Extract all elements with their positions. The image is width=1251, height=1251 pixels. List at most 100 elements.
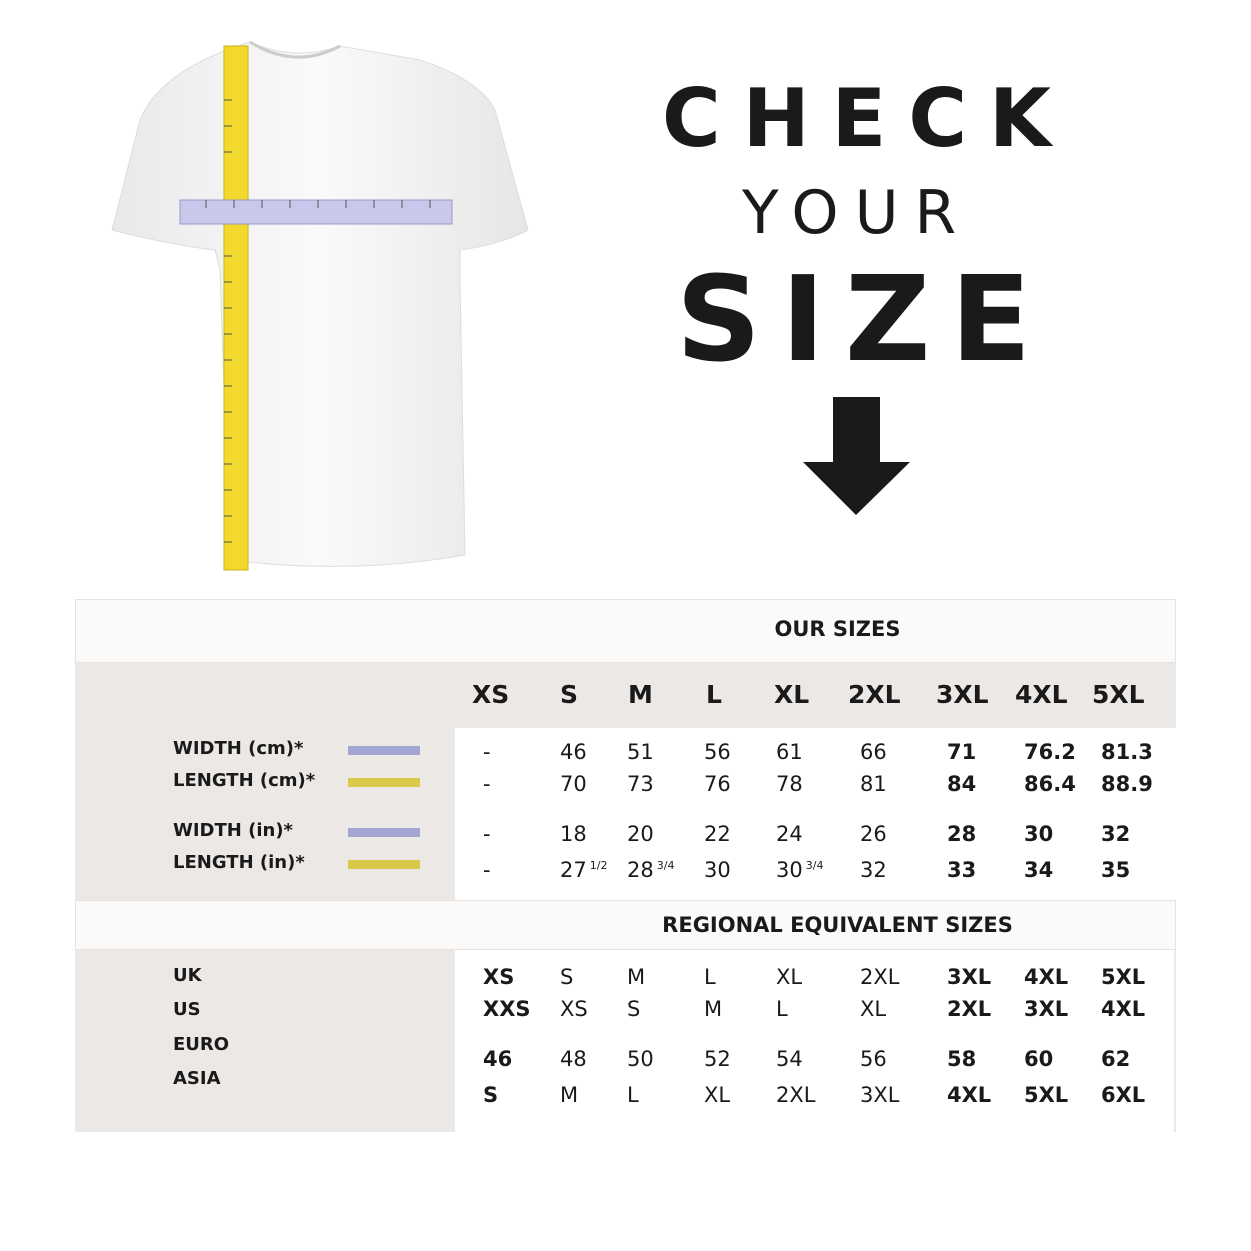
regional-cell: 58 [947, 1047, 977, 1071]
measurement-cell: 26 [860, 822, 887, 846]
headline-check: CHECK [662, 72, 1074, 165]
measurement-cell: 27 1/2 [560, 858, 608, 882]
regional-cell: 50 [627, 1047, 654, 1071]
length-color-swatch [348, 778, 420, 787]
regional-cell: 56 [860, 1047, 887, 1071]
regional-cell: 2XL [860, 965, 900, 989]
width-color-swatch [348, 828, 420, 837]
measurement-cell: 46 [560, 740, 587, 764]
our-sizes-header [75, 599, 1176, 663]
regional-cell: 5XL [1101, 965, 1146, 989]
regional-cell: S [627, 997, 641, 1021]
regional-cell: L [627, 1083, 639, 1107]
size-header-4xl: 4XL [1015, 680, 1068, 709]
measurement-cell: 18 [560, 822, 587, 846]
measurement-cell: 22 [704, 822, 731, 846]
our-sizes-title: OUR SIZES [774, 617, 901, 641]
regional-cell: S [560, 965, 574, 989]
measurement-cell: 88.9 [1101, 772, 1153, 796]
regional-cell: M [560, 1083, 579, 1107]
headline-your: YOUR [742, 178, 973, 248]
measurement-cell: 28 [947, 822, 977, 846]
regional-cell: 5XL [1024, 1083, 1069, 1107]
measurement-cell: - [483, 740, 491, 764]
measurement-cell: 24 [776, 822, 803, 846]
regional-cell: 54 [776, 1047, 803, 1071]
region-label-uk: UK [173, 965, 202, 986]
measurement-cell: 33 [947, 858, 977, 882]
measurement-cell: 81.3 [1101, 740, 1153, 764]
length-color-swatch [348, 860, 420, 869]
measurement-label: LENGTH (in)* [173, 852, 305, 873]
measurement-cell: 56 [704, 740, 731, 764]
regional-cell: 46 [483, 1047, 513, 1071]
measurement-cell: 28 3/4 [627, 858, 675, 882]
measurement-cell: 51 [627, 740, 654, 764]
measurements-panel [455, 728, 1176, 900]
arrow-down-icon [803, 397, 910, 515]
regional-cell: 4XL [1101, 997, 1146, 1021]
regional-cell: XS [483, 965, 515, 989]
regional-cell: S [483, 1083, 499, 1107]
t-shirt-image [111, 40, 529, 571]
region-label-us: US [173, 999, 201, 1020]
regional-cell: 60 [1024, 1047, 1054, 1071]
regional-cell: 4XL [947, 1083, 992, 1107]
region-label-euro: EURO [173, 1034, 230, 1055]
measurement-cell: 76 [704, 772, 731, 796]
measurement-cell: 20 [627, 822, 654, 846]
regional-cell: 62 [1101, 1047, 1131, 1071]
measurement-cell: 84 [947, 772, 977, 796]
regional-cell: XL [860, 997, 887, 1021]
measurement-cell: - [483, 772, 491, 796]
measurement-cell: 70 [560, 772, 587, 796]
regional-header [75, 900, 1176, 950]
regional-title: REGIONAL EQUIVALENT SIZES [662, 913, 1013, 937]
regional-cell: XL [776, 965, 803, 989]
regional-cell: 52 [704, 1047, 731, 1071]
size-header-xl: XL [774, 680, 810, 709]
size-header-3xl: 3XL [936, 680, 989, 709]
size-header-2xl: 2XL [848, 680, 901, 709]
measurement-cell: 30 [1024, 822, 1054, 846]
width-color-swatch [348, 746, 420, 755]
size-header-5xl: 5XL [1092, 680, 1145, 709]
measurement-label: LENGTH (cm)* [173, 770, 316, 791]
size-header-s: S [560, 680, 579, 709]
regional-cell: XXS [483, 997, 531, 1021]
regional-cell: 2XL [947, 997, 992, 1021]
regional-cell: L [776, 997, 788, 1021]
measurement-cell: 30 [704, 858, 731, 882]
regional-cell: L [704, 965, 716, 989]
size-header-l: L [706, 680, 722, 709]
regional-cell: 6XL [1101, 1083, 1146, 1107]
horizontal-tape-measure [179, 199, 453, 225]
regional-cell: XL [704, 1083, 731, 1107]
regional-cell: XS [560, 997, 588, 1021]
measurement-cell: 71 [947, 740, 977, 764]
measurement-cell: - [483, 858, 491, 882]
measurement-cell: 32 [1101, 822, 1131, 846]
regional-cell: M [704, 997, 723, 1021]
measurement-cell: 73 [627, 772, 654, 796]
regional-cell: 3XL [860, 1083, 900, 1107]
measurement-cell: 78 [776, 772, 803, 796]
region-label-asia: ASIA [173, 1068, 221, 1089]
regional-cell: 3XL [1024, 997, 1069, 1021]
vertical-tape-measure [223, 45, 249, 571]
measurement-cell: 35 [1101, 858, 1131, 882]
headline-size: SIZE [676, 250, 1052, 388]
size-header-m: M [628, 680, 653, 709]
measurement-cell: 86.4 [1024, 772, 1076, 796]
regional-cell: 48 [560, 1047, 587, 1071]
measurement-cell: 61 [776, 740, 803, 764]
regional-cell: M [627, 965, 646, 989]
measurement-cell: 76.2 [1024, 740, 1076, 764]
measurement-cell: 30 3/4 [776, 858, 824, 882]
measurement-label: WIDTH (cm)* [173, 738, 304, 759]
measurement-cell: 81 [860, 772, 887, 796]
regional-cell: 3XL [947, 965, 992, 989]
measurement-cell: - [483, 822, 491, 846]
measurement-cell: 34 [1024, 858, 1054, 882]
measurement-label: WIDTH (in)* [173, 820, 293, 841]
